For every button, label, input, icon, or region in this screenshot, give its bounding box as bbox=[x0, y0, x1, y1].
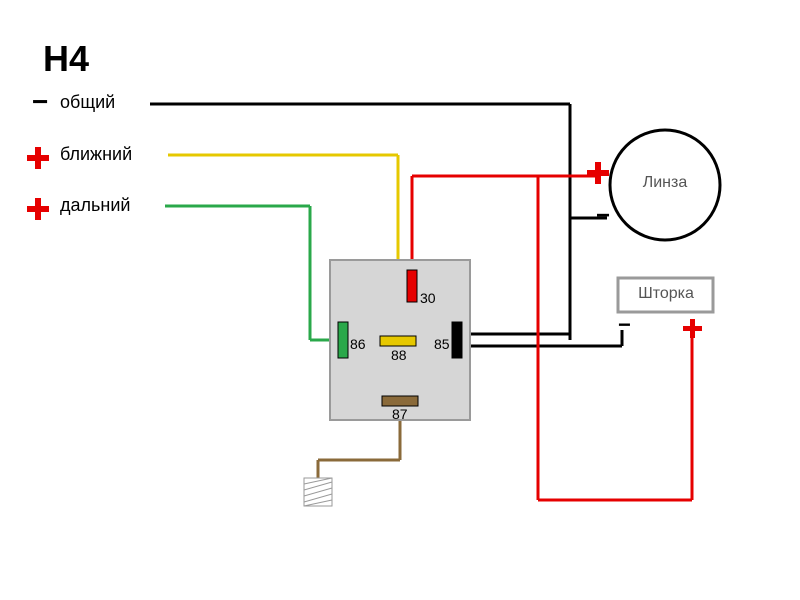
pin-86 bbox=[338, 322, 348, 358]
pin-label-30: 30 bbox=[420, 290, 436, 306]
pin-label-85: 85 bbox=[434, 336, 450, 352]
minus-common: − bbox=[32, 88, 48, 116]
pin-label-87: 87 bbox=[392, 406, 408, 422]
label-common: общий bbox=[60, 92, 115, 113]
pin-85 bbox=[452, 322, 462, 358]
pin-30 bbox=[407, 270, 417, 302]
shutter-label: Шторка bbox=[625, 285, 707, 303]
label-lowbeam: ближний bbox=[60, 144, 132, 165]
lens-label: Линза bbox=[640, 174, 690, 192]
pin-87 bbox=[382, 396, 418, 406]
pin-88 bbox=[380, 336, 416, 346]
plus-shutter-icon bbox=[682, 318, 704, 340]
minus-lens: − bbox=[596, 204, 610, 228]
label-highbeam: дальний bbox=[60, 195, 130, 216]
pin-label-88: 88 bbox=[391, 347, 407, 363]
plus-highbeam-icon bbox=[25, 196, 51, 222]
diagram-title: Н4 bbox=[43, 38, 89, 80]
plus-lowbeam-icon bbox=[25, 145, 51, 171]
plus-lens-icon bbox=[585, 160, 611, 186]
pin-label-86: 86 bbox=[350, 336, 366, 352]
minus-shutter: − bbox=[618, 314, 631, 336]
